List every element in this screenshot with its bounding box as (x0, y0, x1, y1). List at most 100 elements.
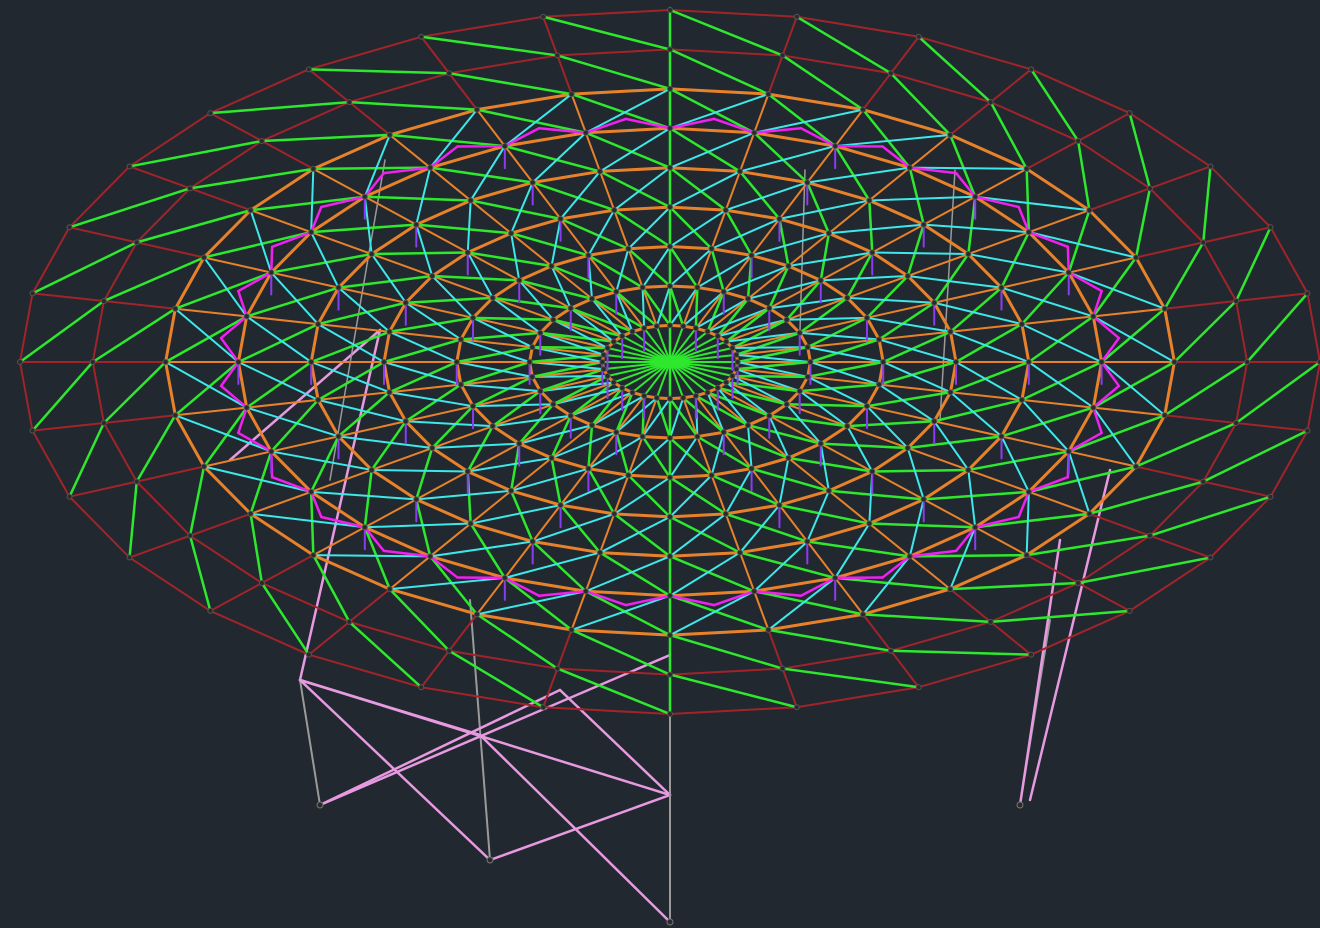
ring-member (31, 226, 71, 295)
ring-member (626, 245, 672, 251)
diagonal-member (948, 581, 1080, 591)
diagonal-member (750, 467, 831, 493)
node (629, 328, 636, 335)
radial-member (1088, 512, 1151, 537)
diagonal-member (388, 316, 475, 334)
radial-member (753, 590, 770, 631)
diagonal-member (615, 391, 634, 434)
diagonal-member (736, 361, 809, 378)
diagonal-member (833, 144, 871, 202)
node (604, 344, 611, 351)
node (825, 230, 832, 237)
ring-member (738, 169, 809, 184)
ring-member (209, 68, 310, 115)
ring-member (746, 297, 771, 310)
radial-member (871, 223, 925, 254)
ring-member (1025, 167, 1091, 212)
ring-member (1067, 271, 1095, 318)
diagonal-member (569, 307, 615, 343)
ring-member (906, 274, 936, 305)
diagonal-member (865, 274, 910, 320)
diagonal-member (430, 404, 475, 450)
diagonal-member (1092, 256, 1138, 318)
diagonal-member (724, 512, 809, 543)
node (766, 412, 773, 419)
ring-member (370, 468, 418, 501)
diagonal-member (312, 553, 351, 624)
ring-member (260, 582, 351, 623)
diagonal-member (388, 330, 458, 363)
node (187, 185, 194, 192)
diagonal-member (819, 231, 831, 282)
diagonal-member (590, 297, 624, 338)
chord-member (1092, 384, 1121, 409)
hub-member (643, 361, 671, 397)
node (804, 179, 811, 186)
diagonal-member (102, 360, 167, 425)
diagonal-member (1134, 187, 1152, 259)
chord-member (237, 406, 248, 435)
diagonal-member (747, 424, 753, 470)
node (368, 251, 375, 258)
node (904, 272, 911, 279)
node (529, 344, 536, 351)
radial-member (1163, 300, 1238, 310)
node (793, 13, 800, 20)
diagonal-member (466, 199, 472, 254)
radial-member (1077, 582, 1131, 612)
diagonal-member (787, 456, 874, 473)
node (844, 294, 851, 301)
ring-member (827, 470, 874, 493)
diagonal-member (877, 301, 936, 341)
diagonal-member (531, 346, 604, 363)
ring-member (966, 434, 1003, 472)
radial-member (429, 522, 472, 558)
diagonal-member (752, 131, 809, 184)
radial-member (587, 254, 618, 293)
diagonal-member (509, 489, 534, 543)
node (537, 329, 544, 336)
diagonal-member (868, 199, 874, 254)
ring-member (469, 180, 535, 202)
diagonal-member (587, 254, 644, 289)
diagonal-member (627, 437, 671, 477)
diagonal-member (806, 540, 912, 558)
radial-member (388, 383, 462, 394)
ring-member (316, 398, 341, 438)
node (817, 440, 824, 447)
radial-member (819, 442, 874, 473)
radial-member (933, 420, 1003, 438)
node (310, 552, 317, 559)
hub-member (602, 353, 671, 363)
node (133, 239, 140, 246)
diagonal-member (613, 476, 671, 515)
node (427, 553, 434, 560)
diagonal-member (174, 307, 240, 363)
node (714, 384, 721, 391)
diagonal-member (1000, 286, 1095, 318)
diagonal-member (245, 286, 340, 318)
diagonal-member (806, 375, 868, 408)
chord-member (270, 230, 313, 249)
diagonal-member (974, 195, 1091, 212)
ring-member (531, 169, 602, 184)
node (825, 487, 832, 494)
hub-member (669, 327, 697, 363)
ring-member (1235, 361, 1249, 424)
diagonal-member (317, 323, 385, 363)
node (346, 99, 353, 106)
diagonal-member (882, 361, 952, 394)
diagonal-member (249, 512, 366, 529)
node (708, 245, 715, 252)
node (722, 207, 729, 214)
node (588, 422, 595, 429)
ring-member (1163, 307, 1176, 364)
diagonal-member (559, 217, 630, 251)
diagonal-member (102, 256, 206, 303)
node (89, 359, 96, 365)
radial-member (556, 628, 573, 670)
ring-member (668, 512, 728, 519)
diagonal-member (641, 397, 671, 438)
node (386, 131, 393, 138)
ring-member (766, 92, 865, 112)
